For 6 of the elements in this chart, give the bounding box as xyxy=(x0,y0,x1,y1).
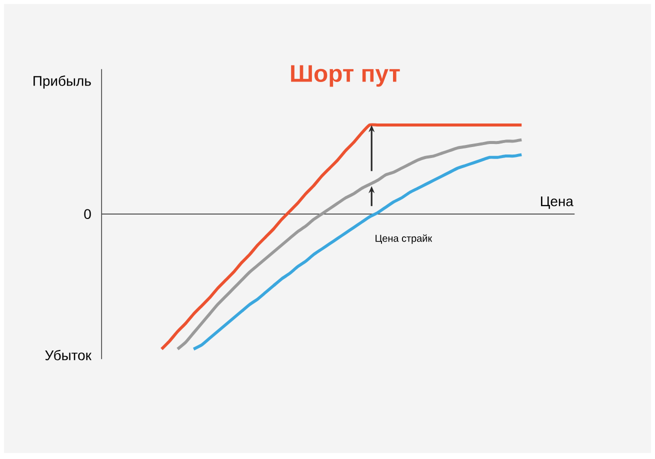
chart-title: Шорт пут xyxy=(291,65,400,87)
x-axis-title: Цена xyxy=(541,196,574,209)
text: Прибыль xyxy=(34,76,91,89)
text: 0 xyxy=(84,209,91,220)
annotation: Цена страйк xyxy=(376,234,432,244)
text: Убыток xyxy=(45,350,92,360)
